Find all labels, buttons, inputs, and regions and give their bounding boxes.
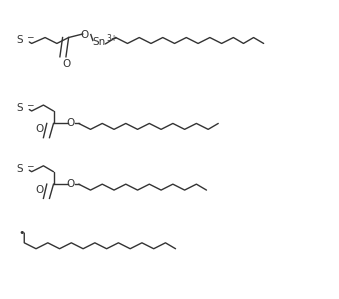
Text: 3+: 3+: [106, 34, 117, 43]
Text: O: O: [35, 185, 43, 195]
Text: S: S: [17, 103, 23, 113]
Text: −: −: [26, 32, 34, 42]
Text: Sn: Sn: [92, 37, 105, 47]
Text: O: O: [81, 30, 89, 39]
Text: O: O: [66, 179, 75, 189]
Text: •: •: [18, 228, 25, 238]
Text: −: −: [26, 161, 34, 170]
Text: −: −: [26, 100, 34, 109]
Text: S: S: [17, 35, 23, 45]
Text: O: O: [35, 124, 43, 134]
Text: O: O: [63, 59, 71, 68]
Text: S: S: [17, 164, 23, 174]
Text: O: O: [66, 118, 75, 129]
